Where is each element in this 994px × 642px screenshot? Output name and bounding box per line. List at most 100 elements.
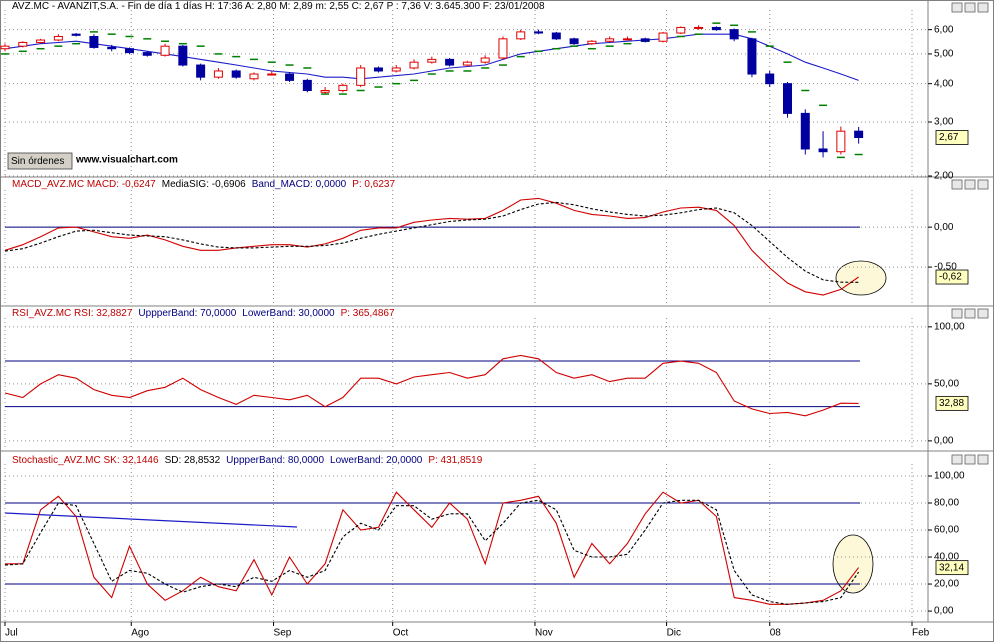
candle-body	[480, 57, 490, 63]
close-button[interactable]	[977, 2, 989, 13]
candle-body	[373, 67, 383, 72]
minimize-button[interactable]	[951, 454, 963, 465]
y-tick-label: 2,00	[934, 171, 954, 182]
title-part: Band_MACD: 0,0000	[252, 179, 347, 190]
candle-body	[854, 130, 864, 139]
candle-body	[231, 70, 241, 78]
panel-title: Stochastic_AVZ.MC SK: 32,1446 SD: 28,8532…	[12, 455, 483, 466]
title-part: AVZ.MC - AVANZIT,S.A. - Fin de día 1 día…	[12, 1, 545, 12]
candle-body	[160, 45, 170, 56]
candle-body	[18, 41, 28, 47]
orders-button[interactable]	[7, 152, 73, 170]
title-part: Stochastic_AVZ.MC SK: 32,1446	[12, 455, 159, 466]
close-button[interactable]	[977, 179, 989, 190]
last-value-label: 2,67	[939, 132, 959, 143]
x-tick-label: Dic	[667, 628, 681, 639]
candle-body	[462, 61, 472, 66]
title-part: LowerBand: 30,0000	[242, 308, 335, 319]
candle-body	[36, 39, 46, 43]
title-part: P: 431,8519	[428, 455, 482, 466]
candle-body	[569, 38, 579, 45]
y-tick-label: -0,50	[934, 262, 957, 273]
series-line	[4, 197, 859, 296]
title-part: LowerBand: 20,0000	[330, 455, 423, 466]
x-tick-label: 08	[770, 628, 782, 639]
candle-body	[213, 70, 223, 78]
candle-body	[320, 89, 330, 93]
candle-body	[0, 45, 10, 50]
watermark: www.visualchart.com	[75, 155, 178, 166]
last-value-label: -0,62	[939, 272, 962, 283]
x-tick-label: Sep	[274, 628, 292, 639]
y-tick-label: 100,00	[934, 321, 965, 332]
candle-body	[640, 38, 650, 42]
y-tick-label: 50,00	[934, 379, 959, 390]
series-line	[5, 491, 860, 605]
last-value-box	[935, 560, 969, 576]
x-tick-label: Nov	[535, 628, 553, 639]
title-part: MACD_AVZ.MC MACD: -0,6247	[12, 179, 156, 190]
close-button[interactable]	[977, 308, 989, 319]
trend-line	[4, 512, 298, 528]
candle-body	[142, 52, 152, 56]
panel-title: AVZ.MC - AVANZIT,S.A. - Fin de día 1 día…	[12, 1, 545, 12]
candle-body	[818, 148, 828, 153]
panel-title: MACD_AVZ.MC MACD: -0,6247 MediaSIG: -0,69…	[12, 179, 395, 190]
candle-body	[534, 31, 544, 34]
y-tick-label: 6,00	[934, 24, 954, 35]
y-tick-label: 60,00	[934, 525, 959, 536]
candle-body	[587, 40, 597, 45]
last-value-box	[935, 130, 969, 145]
window-buttons	[951, 2, 989, 465]
maximize-button[interactable]	[964, 308, 976, 319]
x-tick-label: Oct	[393, 628, 409, 639]
last-value-box	[935, 395, 969, 411]
last-value-box	[935, 269, 969, 285]
minimize-button[interactable]	[951, 2, 963, 13]
candle-body	[516, 31, 526, 40]
minimize-button[interactable]	[951, 308, 963, 319]
title-part: RSI_AVZ.MC RSI: 32,8827	[12, 308, 133, 319]
candle-body	[747, 38, 757, 75]
maximize-button[interactable]	[964, 2, 976, 13]
candle-body	[729, 29, 739, 40]
candle-body	[605, 38, 615, 42]
x-tick-label: Ago	[131, 628, 149, 639]
y-tick-label: 0,00	[934, 606, 954, 617]
candle-body	[711, 26, 721, 31]
maximize-button[interactable]	[964, 179, 976, 190]
close-button[interactable]	[977, 454, 989, 465]
title-part: P: 365,4867	[341, 308, 395, 319]
y-tick-label: 3,00	[934, 117, 954, 128]
title-part: MediaSIG: -0,6906	[162, 179, 246, 190]
annotation-circle	[832, 534, 874, 594]
series-line	[4, 499, 860, 605]
last-value-label: 32,88	[939, 398, 964, 409]
candle-body	[302, 79, 312, 91]
y-tick-label: 80,00	[934, 498, 959, 509]
candle-body	[622, 38, 632, 41]
candle-body	[836, 130, 846, 153]
candle-body	[676, 26, 686, 34]
candle-body	[783, 83, 793, 114]
title-part: P: 0,6237	[352, 179, 395, 190]
orders-button-label[interactable]: Sin órdenes	[11, 156, 64, 167]
candle-body	[124, 48, 134, 54]
x-tick-label: Feb	[912, 628, 930, 639]
candle-body	[107, 46, 117, 50]
series-line	[4, 201, 859, 283]
candle-body	[765, 73, 775, 85]
candle-body	[800, 112, 810, 150]
minimize-button[interactable]	[951, 179, 963, 190]
candle-body	[498, 38, 508, 59]
candle-body	[694, 26, 704, 29]
candle-body	[196, 64, 206, 78]
candle-body	[658, 32, 668, 42]
candle-body	[71, 33, 81, 36]
candle-body	[427, 58, 437, 63]
maximize-button[interactable]	[964, 454, 976, 465]
y-tick-label: 40,00	[934, 552, 959, 563]
candle-body	[249, 73, 259, 80]
